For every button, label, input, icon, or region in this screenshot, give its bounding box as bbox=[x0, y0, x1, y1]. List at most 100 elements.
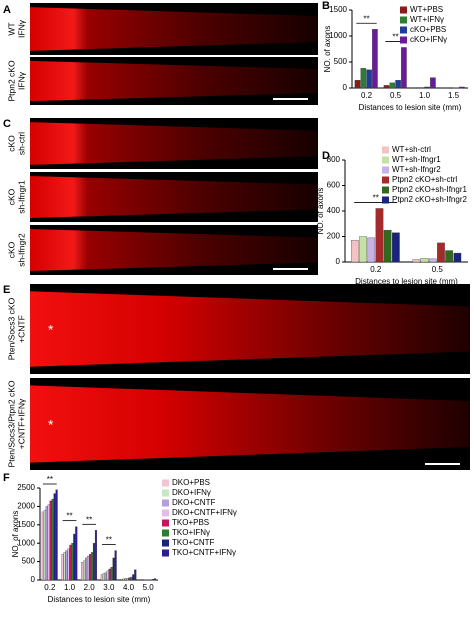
x-tick-label: 1.5 bbox=[448, 91, 460, 100]
legend-label: DKO+IFNγ bbox=[172, 488, 211, 497]
y-tick-label: 500 bbox=[334, 57, 348, 66]
bar bbox=[70, 545, 72, 580]
row-treatment: sh-ctrl bbox=[16, 132, 26, 155]
bar bbox=[127, 578, 129, 580]
x-tick-label: 1.0 bbox=[64, 583, 76, 592]
bar bbox=[421, 258, 428, 262]
bar bbox=[113, 558, 115, 580]
bar bbox=[445, 251, 452, 262]
bar bbox=[107, 571, 109, 580]
legend-swatch bbox=[162, 490, 169, 497]
bar bbox=[115, 551, 117, 580]
y-tick-label: 800 bbox=[327, 155, 341, 164]
bar bbox=[93, 543, 95, 580]
bar bbox=[425, 87, 430, 88]
bar bbox=[355, 80, 360, 88]
legend-label: TKO+PBS bbox=[172, 518, 209, 527]
y-tick-label: 400 bbox=[327, 206, 341, 215]
legend-label: TKO+IFNγ bbox=[172, 528, 210, 537]
panel-label: C bbox=[3, 118, 11, 130]
bar bbox=[64, 552, 66, 580]
legend-label: cKO+PBS bbox=[410, 25, 446, 34]
bar bbox=[429, 259, 436, 262]
bar bbox=[134, 570, 136, 580]
y-axis-title: NO. of axons bbox=[316, 188, 325, 235]
x-tick-label: 3.0 bbox=[103, 583, 115, 592]
y-tick-label: 0 bbox=[31, 575, 36, 584]
legend-swatch bbox=[400, 27, 407, 34]
bar bbox=[87, 556, 89, 580]
bar bbox=[390, 83, 395, 88]
bar bbox=[351, 240, 358, 262]
x-tick-label: 0.5 bbox=[432, 265, 444, 274]
bar bbox=[384, 230, 391, 262]
x-tick-label: 4.0 bbox=[123, 583, 135, 592]
legend-swatch bbox=[382, 197, 389, 204]
panel-label: A bbox=[3, 4, 11, 16]
y-tick-label: 500 bbox=[22, 557, 36, 566]
legend-label: DKO+PBS bbox=[172, 478, 210, 487]
bar bbox=[109, 569, 111, 580]
legend-swatch bbox=[400, 17, 407, 24]
x-tick-label: 0.5 bbox=[390, 91, 402, 100]
bar bbox=[81, 562, 83, 580]
bar bbox=[130, 577, 132, 580]
sig-annotation: ** bbox=[363, 14, 369, 23]
bar bbox=[367, 70, 372, 88]
bar bbox=[125, 579, 127, 580]
legend-swatch bbox=[400, 7, 407, 14]
bar bbox=[154, 579, 156, 580]
row-treatment: +CNTF bbox=[16, 315, 26, 343]
bar bbox=[68, 549, 70, 580]
legend-label: WT+sh-Ifngr1 bbox=[392, 155, 441, 164]
x-tick-label: 0.2 bbox=[370, 265, 382, 274]
bar bbox=[123, 579, 125, 580]
panel-label: F bbox=[3, 472, 10, 484]
bar bbox=[50, 501, 52, 580]
bar bbox=[384, 85, 389, 88]
legend-swatch bbox=[382, 187, 389, 194]
legend-swatch bbox=[162, 500, 169, 507]
bar bbox=[437, 243, 444, 262]
x-tick-label: 5.0 bbox=[143, 583, 155, 592]
bar bbox=[454, 253, 461, 262]
bar bbox=[83, 561, 85, 580]
row-genotype: Ptpn2 cKO bbox=[6, 60, 16, 101]
bar bbox=[44, 510, 46, 580]
x-axis-title: Distances to lesion site (mm) bbox=[359, 103, 462, 112]
panel-label: E bbox=[3, 284, 10, 296]
y-tick-label: 1500 bbox=[329, 5, 347, 14]
row-genotype: WT bbox=[6, 22, 16, 35]
row-treatment: +CNTF+IFNγ bbox=[16, 398, 26, 449]
bar bbox=[111, 567, 113, 580]
row-genotype: cKO bbox=[6, 135, 16, 152]
lesion-marker: * bbox=[48, 322, 54, 338]
bar bbox=[95, 530, 97, 580]
bar bbox=[66, 551, 68, 580]
bar bbox=[54, 494, 56, 580]
bar bbox=[101, 574, 103, 580]
bar bbox=[62, 554, 64, 580]
bar bbox=[48, 505, 50, 580]
row-genotype: cKO bbox=[6, 241, 16, 258]
bar bbox=[105, 573, 107, 580]
row-genotype: Pten/Socs3/Ptpn2 cKO bbox=[6, 380, 16, 467]
bar bbox=[401, 47, 406, 88]
y-axis-title: NO. of axons bbox=[323, 26, 332, 73]
legend-label: TKO+CNTF+IFNγ bbox=[172, 548, 236, 557]
legend-swatch bbox=[162, 510, 169, 517]
legend-label: TKO+CNTF bbox=[172, 538, 215, 547]
legend-swatch bbox=[162, 550, 169, 557]
legend-swatch bbox=[162, 520, 169, 527]
bar bbox=[46, 506, 48, 580]
legend-swatch bbox=[162, 530, 169, 537]
y-tick-label: 0 bbox=[343, 83, 348, 92]
bar bbox=[129, 578, 131, 580]
row-genotype: cKO bbox=[6, 188, 16, 205]
legend-label: Ptpn2 cKO+sh-Ifngr2 bbox=[392, 195, 467, 204]
bar bbox=[419, 87, 424, 88]
bar bbox=[459, 87, 464, 88]
sig-annotation: ** bbox=[373, 194, 379, 203]
legend-swatch bbox=[382, 167, 389, 174]
